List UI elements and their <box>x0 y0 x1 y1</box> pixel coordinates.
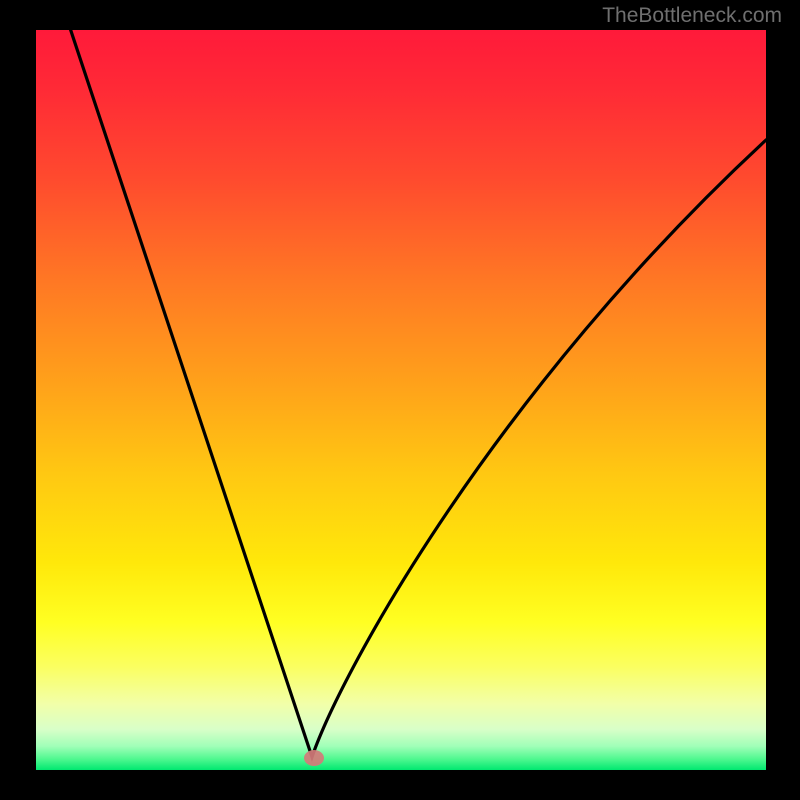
curve-svg <box>36 30 766 770</box>
plot-area <box>36 30 766 770</box>
watermark-text: TheBottleneck.com <box>602 4 782 28</box>
v-curve-line <box>68 30 766 757</box>
min-point-marker <box>304 750 324 766</box>
